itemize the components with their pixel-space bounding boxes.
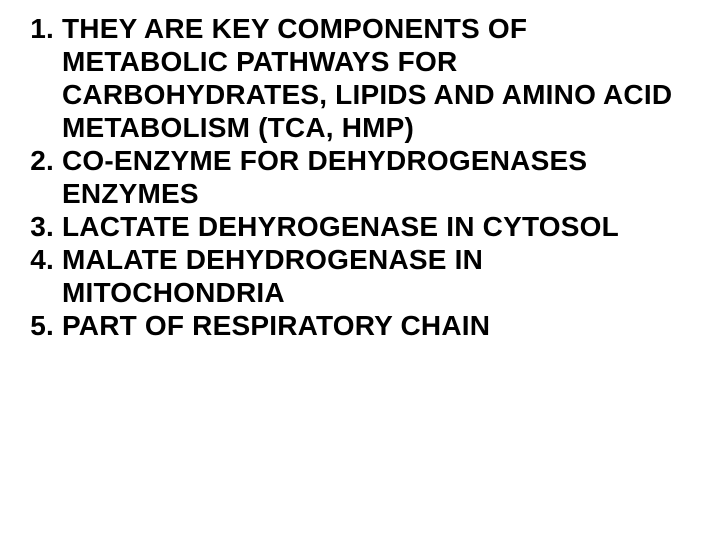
list-item: 5. PART OF RESPIRATORY CHAIN — [20, 309, 700, 342]
item-text: LACTATE DEHYROGENASE IN CYTOSOL — [62, 210, 700, 243]
list-item: 1. THEY ARE KEY COMPONENTS OF METABOLIC … — [20, 12, 700, 144]
item-number: 4. — [20, 243, 62, 276]
list-item: 2. CO-ENZYME FOR DEHYDROGENASES ENZYMES — [20, 144, 700, 210]
item-text: CO-ENZYME FOR DEHYDROGENASES ENZYMES — [62, 144, 700, 210]
list-item: 3. LACTATE DEHYROGENASE IN CYTOSOL — [20, 210, 700, 243]
item-text: PART OF RESPIRATORY CHAIN — [62, 309, 700, 342]
item-text: MALATE DEHYDROGENASE IN MITOCHONDRIA — [62, 243, 700, 309]
item-number: 2. — [20, 144, 62, 177]
list-item: 4. MALATE DEHYDROGENASE IN MITOCHONDRIA — [20, 243, 700, 309]
item-number: 5. — [20, 309, 62, 342]
item-number: 1. — [20, 12, 62, 45]
numbered-list: 1. THEY ARE KEY COMPONENTS OF METABOLIC … — [20, 12, 700, 342]
item-number: 3. — [20, 210, 62, 243]
item-text: THEY ARE KEY COMPONENTS OF METABOLIC PAT… — [62, 12, 700, 144]
